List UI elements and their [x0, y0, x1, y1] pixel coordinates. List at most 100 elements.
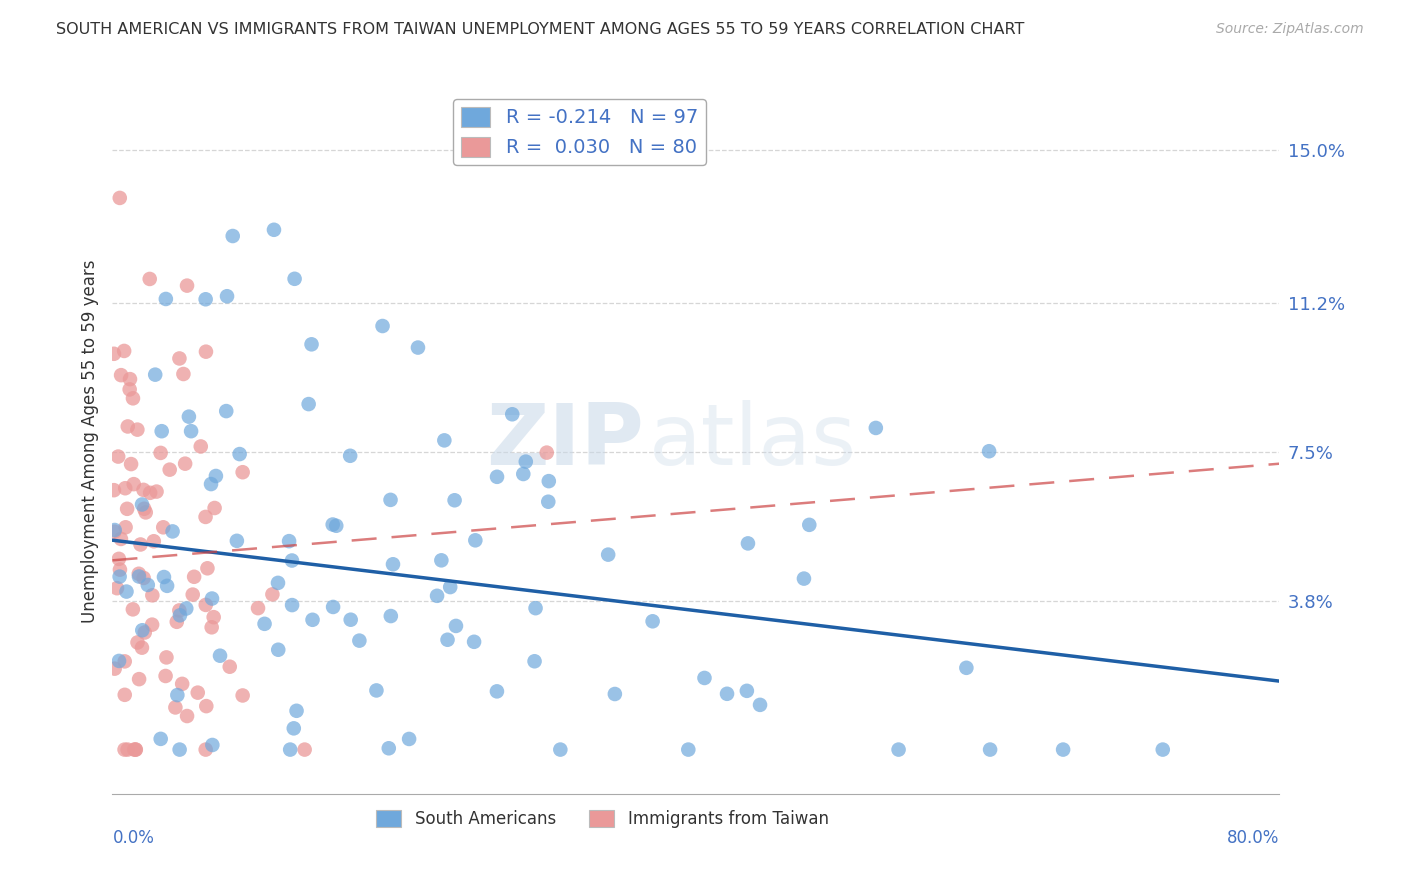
Point: [149, 446, 172, 460]
Point: [131, 498, 153, 512]
Point: [134, 501, 156, 516]
Point: [117, 419, 139, 434]
Point: [118, 383, 141, 397]
Point: [156, 579, 179, 593]
Point: [378, 741, 401, 756]
Point: [641, 615, 664, 629]
Point: [115, 501, 138, 516]
Point: [200, 477, 222, 491]
Point: [463, 635, 485, 649]
Point: [380, 492, 402, 507]
Point: [108, 191, 131, 205]
Point: [267, 642, 290, 657]
Point: [128, 566, 150, 581]
Point: [263, 223, 285, 237]
Point: [149, 731, 172, 746]
Point: [155, 650, 177, 665]
Point: [444, 619, 467, 633]
Point: [735, 683, 758, 698]
Point: [194, 598, 217, 612]
Point: [150, 424, 173, 438]
Point: [205, 469, 228, 483]
Point: [176, 278, 198, 293]
Point: [380, 609, 402, 624]
Point: [301, 613, 323, 627]
Point: [187, 686, 209, 700]
Point: [110, 368, 132, 383]
Point: [122, 477, 145, 491]
Point: [301, 337, 323, 351]
Point: [955, 661, 977, 675]
Point: [486, 470, 509, 484]
Point: [145, 484, 167, 499]
Point: [128, 672, 150, 686]
Point: [129, 537, 152, 551]
Point: [141, 617, 163, 632]
Point: [105, 581, 128, 595]
Point: [793, 572, 815, 586]
Point: [176, 709, 198, 723]
Point: [127, 635, 149, 649]
Point: [122, 742, 145, 756]
Point: [433, 434, 456, 448]
Point: [136, 578, 159, 592]
Point: [887, 742, 910, 756]
Point: [190, 440, 212, 454]
Point: [426, 589, 449, 603]
Point: [169, 351, 191, 366]
Point: [524, 601, 547, 615]
Point: [339, 613, 361, 627]
Point: [166, 688, 188, 702]
Point: [298, 397, 321, 411]
Point: [118, 372, 141, 386]
Point: [180, 424, 202, 438]
Point: [114, 481, 136, 495]
Point: [1052, 742, 1074, 756]
Point: [536, 445, 558, 459]
Point: [232, 465, 254, 479]
Point: [195, 699, 218, 714]
Point: [194, 742, 217, 756]
Point: [430, 553, 453, 567]
Point: [436, 632, 458, 647]
Point: [112, 343, 135, 358]
Point: [183, 570, 205, 584]
Point: [201, 738, 224, 752]
Text: 0.0%: 0.0%: [112, 830, 155, 847]
Point: [218, 659, 240, 673]
Point: [325, 518, 347, 533]
Point: [799, 517, 821, 532]
Point: [155, 669, 177, 683]
Point: [979, 742, 1001, 756]
Point: [322, 517, 344, 532]
Point: [177, 409, 200, 424]
Point: [267, 575, 290, 590]
Point: [464, 533, 486, 548]
Point: [155, 292, 177, 306]
Point: [202, 610, 225, 624]
Point: [523, 654, 546, 668]
Point: [135, 505, 157, 519]
Point: [197, 561, 219, 575]
Point: [181, 588, 204, 602]
Point: [172, 677, 194, 691]
Point: [349, 633, 371, 648]
Text: atlas: atlas: [650, 400, 858, 483]
Point: [174, 457, 197, 471]
Point: [132, 483, 155, 497]
Point: [166, 615, 188, 629]
Point: [253, 616, 276, 631]
Point: [104, 523, 127, 537]
Point: [152, 520, 174, 534]
Point: [139, 485, 162, 500]
Point: [108, 569, 131, 583]
Point: [977, 444, 1000, 458]
Point: [201, 620, 224, 634]
Point: [512, 467, 534, 481]
Point: [134, 625, 156, 640]
Point: [693, 671, 716, 685]
Point: [165, 700, 187, 714]
Point: [439, 580, 461, 594]
Point: [201, 591, 224, 606]
Point: [114, 520, 136, 534]
